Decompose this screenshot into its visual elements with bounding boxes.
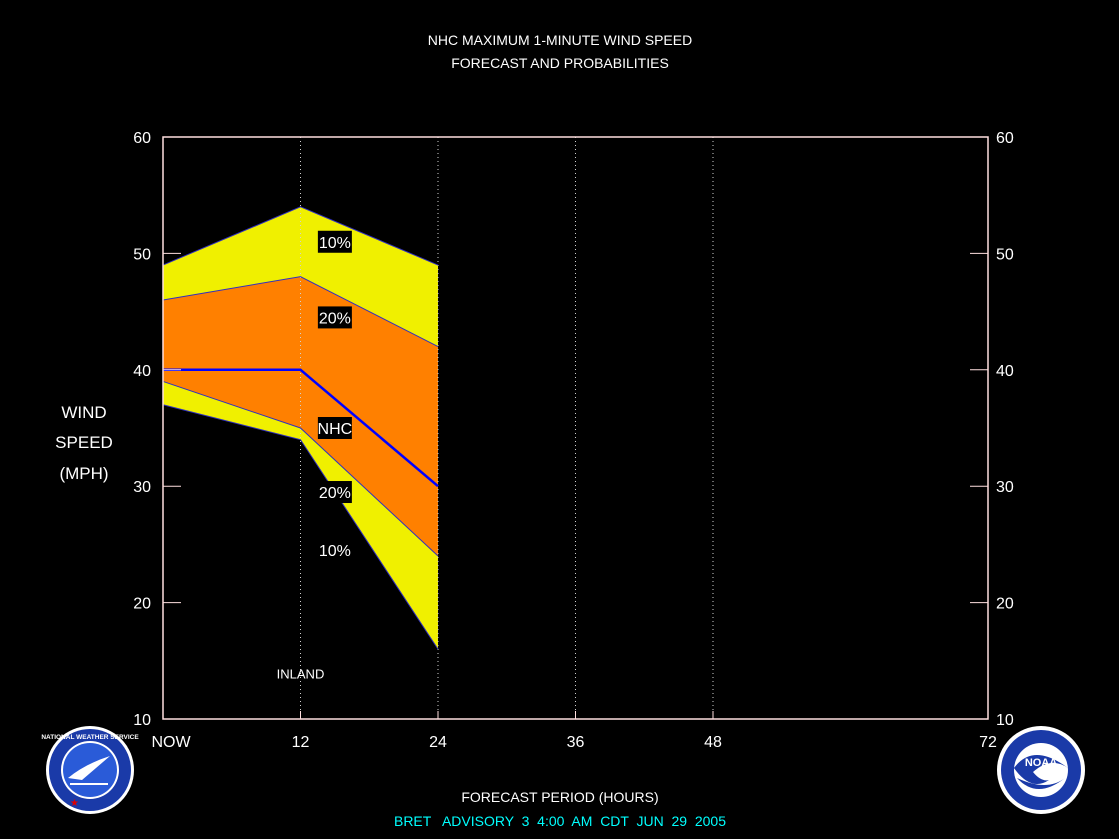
series-labels: 10% 20% NHC 20% 10% [317, 230, 353, 562]
y-tick-label-left: 20 [133, 596, 151, 613]
series-label-box-3 [317, 481, 352, 504]
x-axis-label: FORECAST PERIOD (HOURS) [461, 789, 658, 805]
ylabel-line-2: SPEED [55, 433, 113, 452]
series-label-text: 10% [319, 235, 351, 252]
ylabel-line-3: (MPH) [59, 464, 108, 483]
y-tick-label-right: 10 [996, 712, 1014, 729]
series-label-box-4 [317, 539, 352, 562]
nws-logo-text: NATIONAL WEATHER SERVICE [41, 734, 139, 741]
series-label-text: 10% [319, 543, 351, 560]
band-20-percent [163, 276, 438, 557]
grid-lines [300, 137, 714, 719]
y-axis-label: WIND SPEED (MPH) [55, 403, 113, 483]
noaa-logo-text: NOAA [1025, 757, 1057, 769]
y-tick-label-left: 10 [133, 712, 151, 729]
series-label-text: 20% [319, 310, 351, 327]
annotations: INLAND [277, 666, 325, 681]
y-tick-label-right: 20 [996, 596, 1014, 613]
x-tick-label: 24 [429, 734, 447, 751]
series-line-4 [162, 404, 439, 650]
series-label-text: NHC [318, 421, 353, 438]
y-tick-label-right: 50 [996, 246, 1014, 263]
series-line-2 [163, 368, 439, 488]
axis-ticks: 10 10 20 20 30 30 40 40 50 50 60 60 NOW 12 24 36 48 72 [133, 130, 1014, 751]
series-line-1 [162, 276, 439, 347]
noaa-logo: NOAA [997, 726, 1085, 814]
chart-title: NHC MAXIMUM 1-MINUTE WIND SPEED [428, 32, 692, 48]
series-label-box-0 [317, 230, 352, 253]
y-tick-label-right: 40 [996, 363, 1014, 380]
x-tick-label: 12 [292, 734, 310, 751]
svg-text:★: ★ [70, 798, 79, 809]
chart-subtitle: FORECAST AND PROBABILITIES [451, 55, 669, 71]
y-tick-label-left: 30 [133, 479, 151, 496]
series-label-box-2 [317, 417, 352, 439]
y-tick-label-right: 30 [996, 479, 1014, 496]
advisory-footer: BRET ADVISORY 3 4:00 AM CDT JUN 29 2005 [394, 813, 726, 829]
nws-logo: NATIONAL WEATHER SERVICE ★ [41, 726, 139, 814]
series-label-text: 20% [319, 485, 351, 502]
series-line-0 [162, 206, 439, 266]
y-tick-label-left: 50 [133, 246, 151, 263]
x-tick-label: 36 [567, 734, 585, 751]
x-tick-label: 48 [704, 734, 722, 751]
series-label-box-1 [317, 306, 352, 329]
y-tick-label-right: 60 [996, 130, 1014, 147]
ylabel-line-1: WIND [61, 403, 106, 422]
x-tick-label: 72 [979, 734, 997, 751]
y-tick-label-left: 60 [133, 130, 151, 147]
annotation-inland: INLAND [277, 666, 325, 681]
series-lines [162, 206, 439, 650]
series-line-3 [162, 380, 439, 557]
x-tick-label: NOW [151, 734, 191, 751]
y-tick-label-left: 40 [133, 363, 151, 380]
